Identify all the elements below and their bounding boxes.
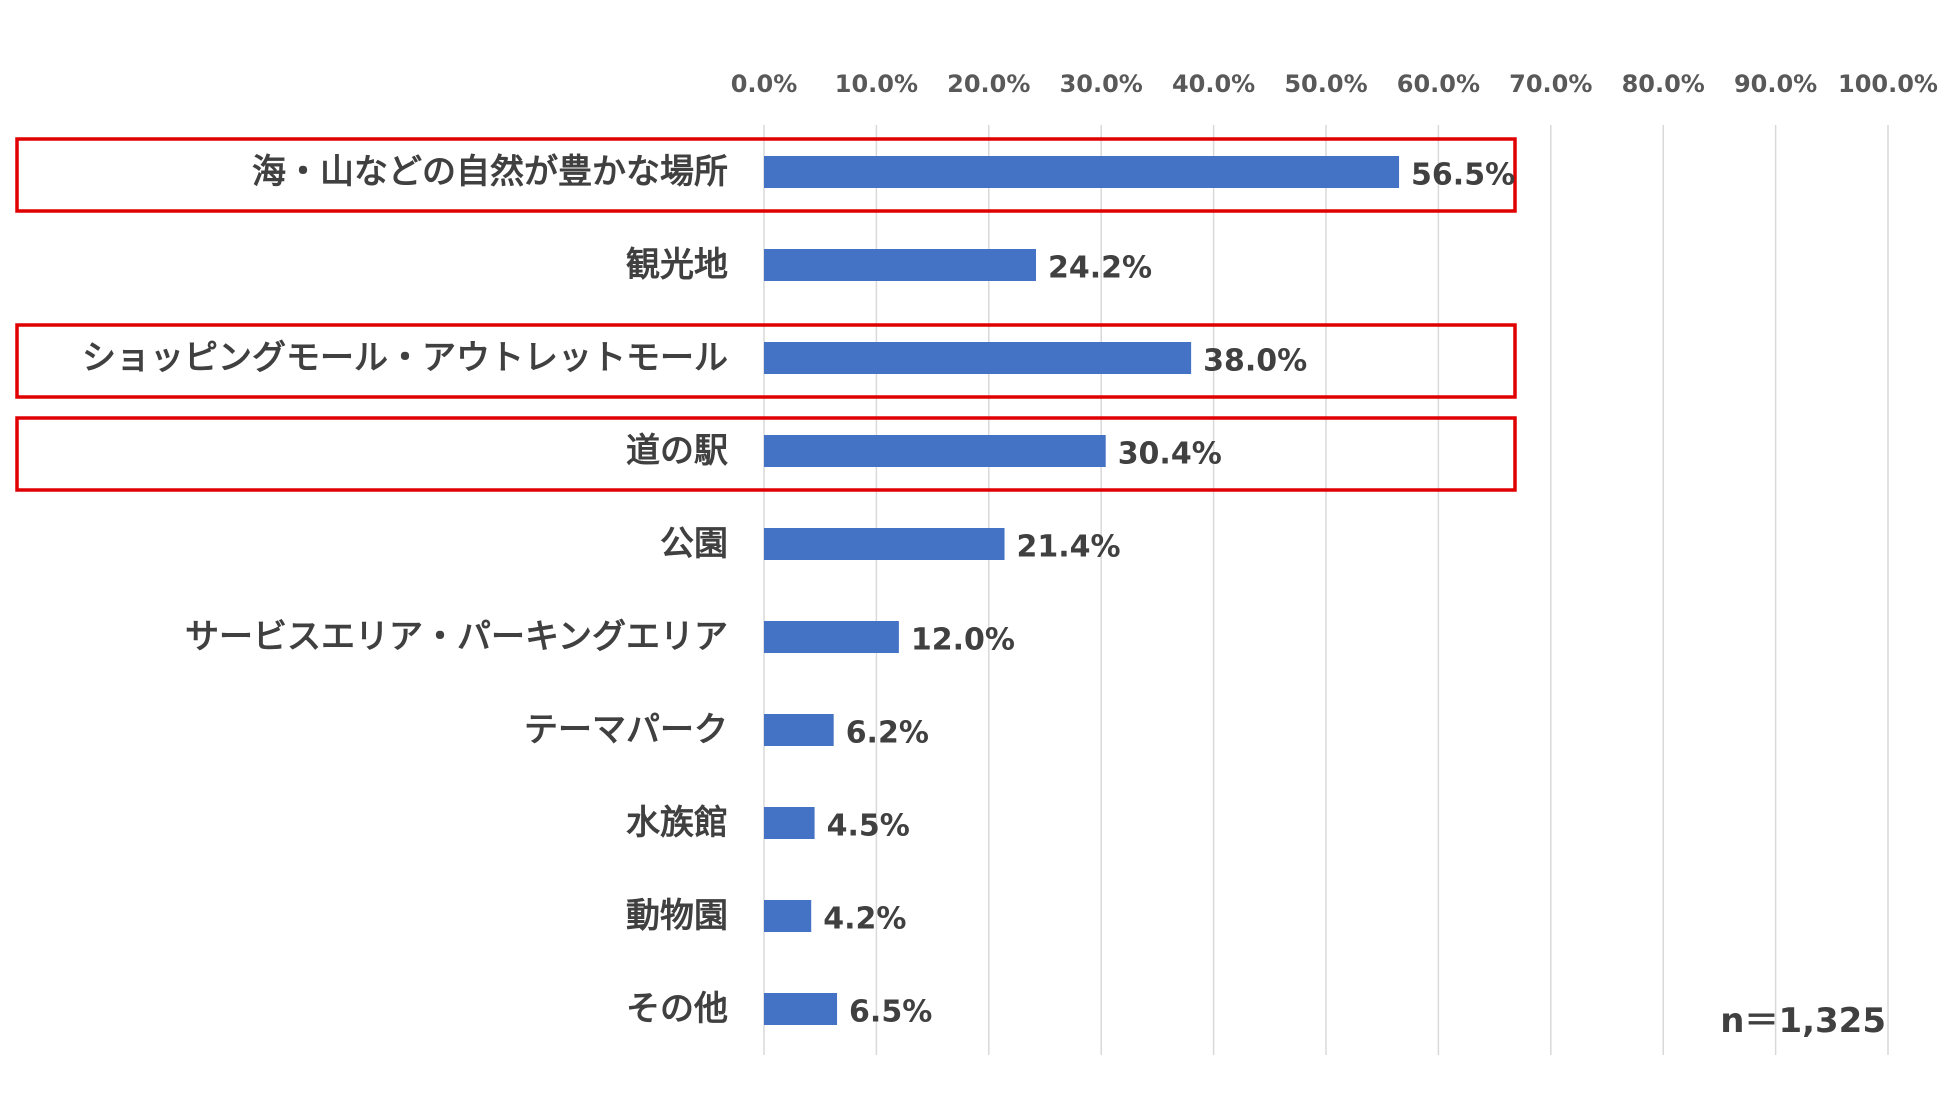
highlight-boxes xyxy=(15,137,1517,492)
x-tick-label: 100.0% xyxy=(1838,70,1938,98)
bars xyxy=(764,156,1400,1025)
highlight-box xyxy=(15,416,1517,492)
highlight-box xyxy=(15,137,1517,213)
value-label: 30.4% xyxy=(1118,437,1222,472)
value-label: 6.5% xyxy=(849,995,932,1030)
bar xyxy=(764,249,1037,281)
x-tick-label: 30.0% xyxy=(1060,70,1143,98)
bar xyxy=(764,900,812,932)
category-label: 公園 xyxy=(660,524,728,564)
value-label: 4.5% xyxy=(827,809,910,844)
category-label: 動物園 xyxy=(626,896,728,936)
bar xyxy=(764,435,1106,467)
bar xyxy=(764,528,1005,560)
value-label: 4.2% xyxy=(823,902,906,937)
x-tick-label: 20.0% xyxy=(947,70,1030,98)
category-labels: 海・山などの自然が豊かな場所観光地ショッピングモール・アウトレットモール道の駅公… xyxy=(82,152,728,1029)
value-label: 21.4% xyxy=(1017,530,1121,565)
x-tick-label: 60.0% xyxy=(1397,70,1480,98)
sample-size-note: n＝1,325 xyxy=(1720,1001,1886,1041)
category-label: 水族館 xyxy=(626,803,728,843)
category-label: 海・山などの自然が豊かな場所 xyxy=(252,152,728,192)
x-tick-label: 0.0% xyxy=(731,70,798,98)
category-label: 道の駅 xyxy=(626,431,728,471)
bar xyxy=(764,993,838,1025)
category-label: テーマパーク xyxy=(524,710,728,750)
x-tick-label: 90.0% xyxy=(1734,70,1817,98)
value-label: 24.2% xyxy=(1048,251,1152,286)
x-tick-label: 10.0% xyxy=(835,70,918,98)
x-tick-label: 80.0% xyxy=(1622,70,1705,98)
value-label: 6.2% xyxy=(846,716,929,751)
bar xyxy=(764,807,815,839)
x-tick-label: 50.0% xyxy=(1284,70,1367,98)
bar xyxy=(764,156,1400,188)
category-label: 観光地 xyxy=(626,245,728,285)
value-label: 12.0% xyxy=(911,623,1015,658)
bar xyxy=(764,621,899,653)
category-label: その他 xyxy=(626,989,728,1029)
value-label: 38.0% xyxy=(1203,344,1307,379)
highlight-box xyxy=(15,323,1517,399)
category-label: サービスエリア・パーキングエリア xyxy=(185,617,728,657)
bar xyxy=(764,714,834,746)
value-labels: 56.5% 24.2% 38.0% 30.4% 21.4% 12.0% 6.2% 4.5% 4.… xyxy=(823,158,1515,1030)
x-axis-tick-labels: 0.0% 10.0% 20.0% 30.0% 40.0% 50.0% 60.0% 70.0% 8… xyxy=(731,70,1938,98)
value-label: 56.5% xyxy=(1411,158,1515,193)
bar xyxy=(764,342,1192,374)
x-tick-label: 40.0% xyxy=(1172,70,1255,98)
category-label: ショッピングモール・アウトレットモール xyxy=(82,338,728,378)
x-tick-label: 70.0% xyxy=(1509,70,1592,98)
